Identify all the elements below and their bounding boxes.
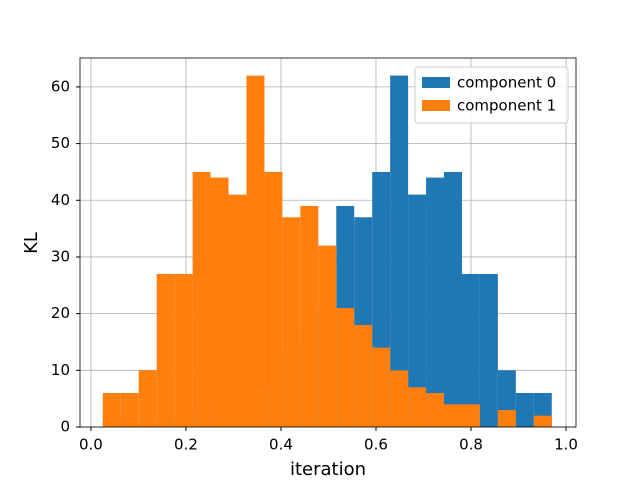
- bar: [479, 273, 498, 427]
- bar: [246, 75, 265, 428]
- y-axis-label: KL: [21, 232, 42, 254]
- x-tick-label: 0.6: [364, 436, 388, 454]
- bar: [408, 194, 427, 427]
- bar: [192, 171, 211, 427]
- x-tick-label: 0.4: [269, 436, 293, 454]
- bar: [533, 415, 552, 427]
- bar: [497, 409, 516, 427]
- bar: [228, 194, 247, 427]
- bar: [354, 324, 373, 427]
- y-tick-label: 40: [51, 191, 70, 209]
- y-tick-label: 50: [51, 134, 70, 152]
- legend-label: component 1: [457, 97, 556, 115]
- bar: [300, 205, 319, 427]
- bar: [444, 171, 462, 427]
- y-tick-label: 60: [51, 77, 70, 95]
- bar: [426, 392, 445, 427]
- bar: [390, 75, 409, 428]
- bar: [515, 392, 534, 427]
- y-tick-label: 20: [51, 304, 70, 322]
- bar: [102, 392, 121, 427]
- bar: [210, 177, 229, 427]
- legend-swatch: [422, 77, 450, 88]
- bar: [461, 404, 480, 427]
- plot-frame: [79, 57, 577, 428]
- bar: [444, 404, 462, 427]
- bar: [174, 273, 193, 427]
- bar: [282, 217, 301, 427]
- bar: [156, 273, 175, 427]
- legend-swatch: [422, 100, 450, 111]
- x-tick-label: 1.0: [554, 436, 578, 454]
- bar: [461, 273, 480, 427]
- x-tick-label: 0.2: [174, 436, 198, 454]
- bar: [426, 177, 445, 427]
- bar: [120, 392, 139, 427]
- y-tick-label: 0: [60, 418, 70, 436]
- bar: [318, 245, 337, 427]
- x-axis-label: iteration: [290, 459, 366, 480]
- legend-label: component 0: [457, 74, 556, 92]
- legend-box: [414, 66, 569, 124]
- bar: [264, 171, 283, 427]
- x-tick-label: 0.0: [79, 436, 103, 454]
- x-tick-label: 0.8: [459, 436, 483, 454]
- bar: [408, 387, 427, 427]
- bar: [336, 307, 355, 427]
- y-tick-label: 30: [51, 247, 70, 265]
- y-tick-label: 10: [51, 361, 70, 379]
- bar: [390, 370, 409, 427]
- bar: [372, 347, 391, 427]
- bar: [138, 370, 157, 427]
